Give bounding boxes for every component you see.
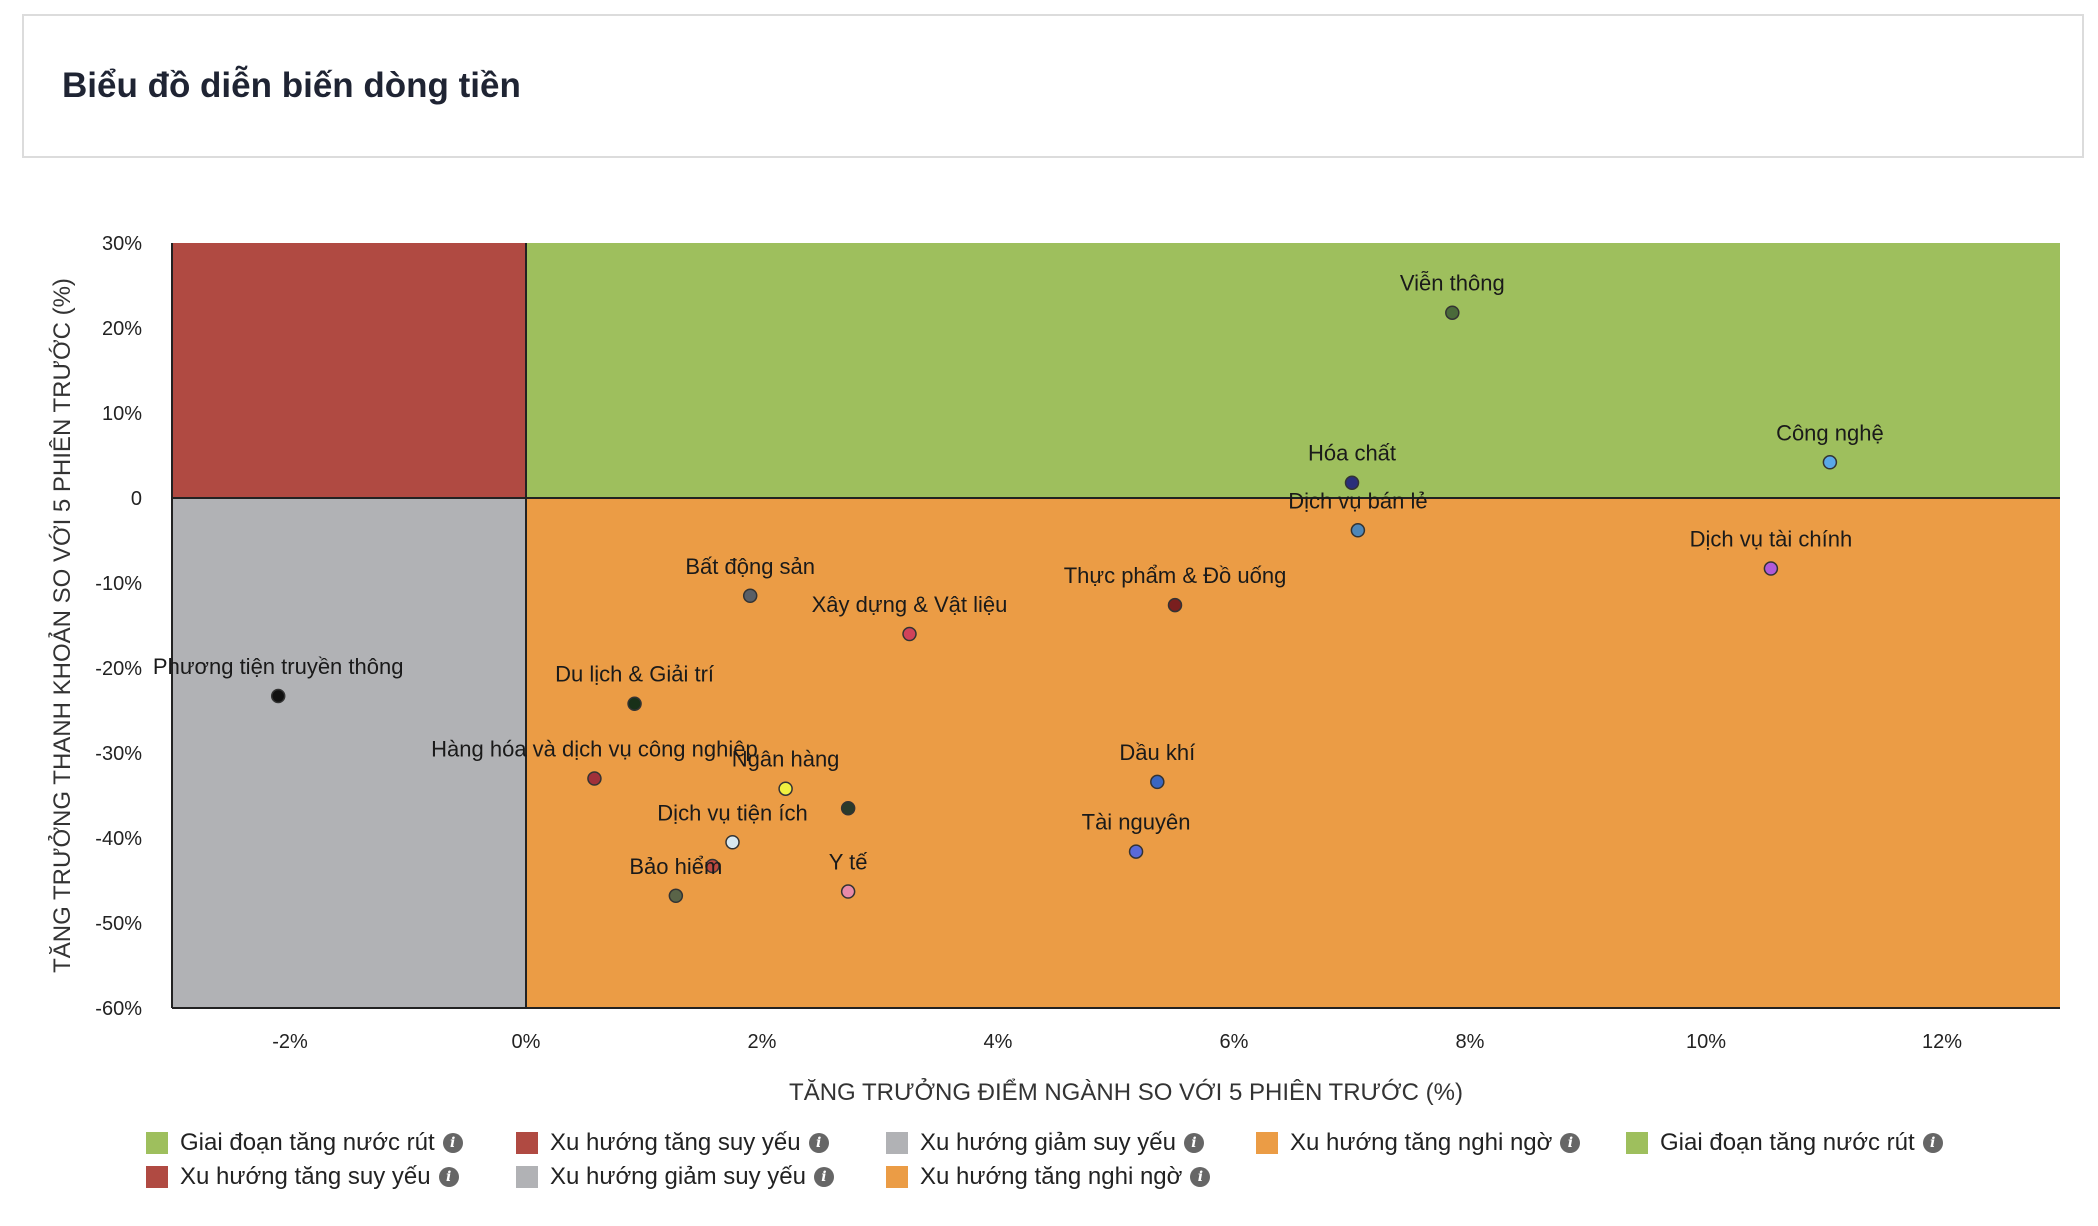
data-point: [587, 771, 602, 786]
data-point: [840, 884, 856, 899]
x-axis-title: TĂNG TRƯỞNG ĐIỂM NGÀNH SO VỚI 5 PHIÊN TR…: [789, 1077, 1463, 1106]
data-point-label: Phương tiện truyền thông: [153, 654, 404, 679]
data-point-label: Tài nguyên: [1082, 810, 1191, 835]
y-tick-label: 10%: [102, 403, 142, 425]
legend-swatch: [516, 1132, 538, 1154]
legend-label: Xu hướng tăng suy yếu: [180, 1163, 431, 1190]
legend-label: Xu hướng tăng suy yếu: [550, 1129, 801, 1156]
legend-swatch: [886, 1166, 908, 1188]
data-point: [1344, 475, 1360, 490]
x-tick-label: 0%: [512, 1031, 541, 1053]
data-point: [902, 626, 917, 642]
info-icon[interactable]: i: [442, 1133, 463, 1153]
quadrant-region-4: [526, 498, 2060, 1008]
data-point-label: Công nghệ: [1776, 420, 1884, 445]
data-point-label: Du lịch & Giải trí: [555, 662, 714, 687]
data-point-label: Viễn thông: [1400, 271, 1505, 296]
quadrant-region-2: [172, 243, 526, 498]
x-tick-label: 8%: [1456, 1031, 1485, 1053]
data-point-label: Dịch vụ tiện ích: [657, 800, 807, 825]
data-point-label: Dịch vụ bán lẻ: [1288, 488, 1427, 513]
data-point-label: Dịch vụ tài chính: [1690, 527, 1853, 552]
y-tick-label: -40%: [95, 828, 142, 850]
info-icon[interactable]: i: [813, 1167, 834, 1187]
data-point: [742, 588, 758, 603]
data-point: [1350, 523, 1366, 538]
y-tick-label: -10%: [95, 573, 142, 595]
x-tick-label: -2%: [272, 1031, 308, 1053]
y-tick-label: 30%: [102, 233, 142, 255]
y-tick-label: 0: [131, 488, 142, 510]
y-tick-label: -20%: [95, 658, 142, 680]
data-point: [840, 801, 856, 816]
legend-item[interactable]: Xu hướng tăng suy yếu i: [146, 1162, 516, 1192]
chart-legend: Giai đoạn tăng nước rút i Xu hướng tăng su…: [146, 1128, 2046, 1192]
legend-swatch: [146, 1166, 168, 1188]
page-title: Biểu đồ diễn biến dòng tiền: [62, 66, 521, 105]
y-tick-label: -60%: [95, 998, 142, 1020]
data-point: [1150, 774, 1165, 790]
legend-label: Giai đoạn tăng nước rút: [180, 1129, 435, 1156]
legend-swatch: [886, 1132, 908, 1154]
x-tick-label: 2%: [748, 1031, 777, 1053]
chart-header-card: Biểu đồ diễn biến dòng tiền: [22, 14, 2084, 158]
legend-item[interactable]: Xu hướng tăng nghi ngờ i: [886, 1162, 1256, 1192]
data-point-label: Xây dựng & Vật liệu: [812, 592, 1008, 617]
data-point-label: Ngân hàng: [732, 747, 840, 772]
legend-item[interactable]: Xu hướng giảm suy yếu i: [886, 1128, 1256, 1158]
legend-label: Xu hướng tăng nghi ngờ: [920, 1163, 1183, 1190]
x-tick-label: 4%: [984, 1031, 1013, 1053]
data-point-label: Thực phẩm & Đồ uống: [1064, 563, 1287, 588]
legend-item[interactable]: Giai đoạn tăng nước rút i: [1626, 1128, 1996, 1158]
data-point-label: Bất động sản: [685, 554, 815, 579]
x-tick-label: 10%: [1686, 1031, 1726, 1053]
quadrant-region-1: [526, 243, 2060, 498]
legend-label: Xu hướng tăng nghi ngờ: [1290, 1129, 1553, 1156]
y-tick-label: -30%: [95, 743, 142, 765]
data-point: [778, 781, 793, 796]
info-icon[interactable]: i: [1190, 1167, 1211, 1187]
info-icon[interactable]: i: [1560, 1133, 1581, 1153]
info-icon[interactable]: i: [1183, 1133, 1204, 1153]
y-axis-title: TĂNG TRƯỞNG THANH KHOẢN SO VỚI 5 PHIÊN T…: [47, 278, 76, 973]
quadrant-region-3: [172, 498, 526, 1008]
data-point: [1167, 597, 1183, 613]
data-point: [1763, 561, 1779, 576]
data-point: [668, 888, 684, 904]
info-icon[interactable]: i: [438, 1167, 459, 1187]
cashflow-scatter-chart: 30% 20% 10% 0 -10% -20% -30% -40% -50% -60% -2% 0% 2…: [47, 233, 2060, 1106]
legend-swatch: [516, 1166, 538, 1188]
y-tick-label: 20%: [102, 318, 142, 340]
data-point-label: Dầu khí: [1119, 740, 1195, 765]
legend-swatch: [146, 1132, 168, 1154]
legend-label: Giai đoạn tăng nước rút: [1660, 1129, 1915, 1156]
data-point: [1445, 305, 1460, 320]
data-point: [1822, 455, 1838, 470]
data-point: [1128, 844, 1144, 859]
legend-item[interactable]: Xu hướng tăng suy yếu i: [516, 1128, 886, 1158]
info-icon[interactable]: i: [1922, 1133, 1943, 1153]
info-icon[interactable]: i: [808, 1133, 829, 1153]
y-tick-label: -50%: [95, 913, 142, 935]
data-point: [627, 696, 642, 711]
legend-item[interactable]: Xu hướng giảm suy yếu i: [516, 1162, 886, 1192]
legend-swatch: [1626, 1132, 1648, 1154]
data-point: [270, 688, 286, 704]
legend-swatch: [1256, 1132, 1278, 1154]
data-point: [725, 835, 740, 850]
data-point-label: Hàng hóa và dịch vụ công nghiệp: [431, 737, 758, 762]
data-point-label: Bảo hiểm: [629, 854, 722, 879]
data-point-label: Hóa chất: [1308, 441, 1396, 466]
legend-item[interactable]: Xu hướng tăng nghi ngờ i: [1256, 1128, 1626, 1158]
legend-item[interactable]: Giai đoạn tăng nước rút i: [146, 1128, 516, 1158]
legend-label: Xu hướng giảm suy yếu: [550, 1163, 806, 1190]
legend-label: Xu hướng giảm suy yếu: [920, 1129, 1176, 1156]
x-tick-label: 6%: [1220, 1031, 1249, 1053]
data-point-label: Y tế: [829, 850, 868, 875]
data-point: [705, 858, 720, 874]
x-tick-label: 12%: [1922, 1031, 1962, 1053]
